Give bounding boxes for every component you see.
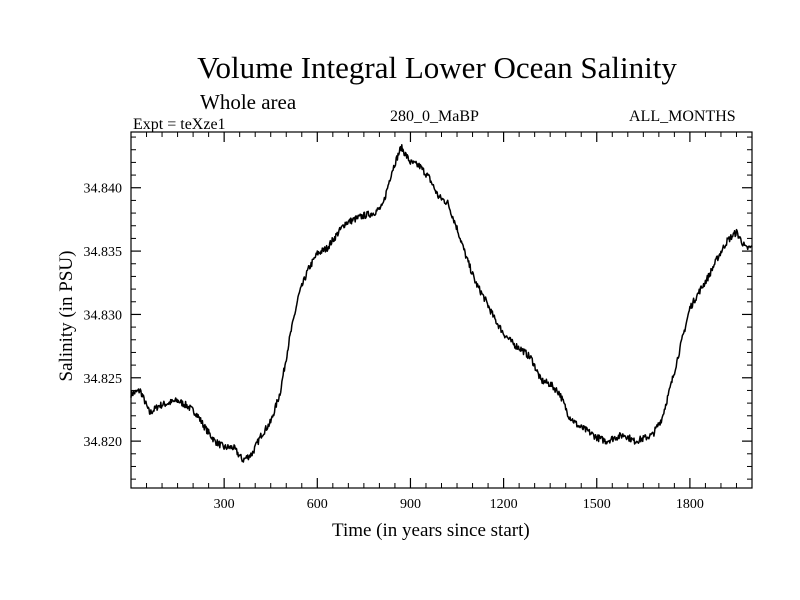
period-label: 280_0_MaBP: [390, 108, 479, 125]
chart-subtitle: Whole area: [200, 90, 297, 114]
series-line-salinity: [130, 144, 753, 463]
x-tick-label: 300: [214, 497, 235, 512]
y-tick-label: 34.820: [84, 435, 123, 450]
x-tick-label: 1500: [583, 497, 611, 512]
y-tick-label: 34.830: [84, 308, 123, 323]
y-tick-label: 34.840: [84, 182, 123, 197]
y-tick-label: 34.825: [84, 372, 123, 387]
x-tick-label: 1800: [676, 497, 704, 512]
months-label: ALL_MONTHS: [629, 108, 736, 125]
x-tick-label: 600: [307, 497, 328, 512]
plot-frame: [130, 131, 753, 489]
y-tick-label: 34.835: [84, 245, 123, 260]
experiment-label: Expt = teXze1: [133, 116, 226, 133]
chart-title: Volume Integral Lower Ocean Salinity: [197, 50, 677, 85]
x-tick-label: 900: [400, 497, 421, 512]
x-axis-label: Time (in years since start): [332, 520, 530, 541]
x-tick-label: 1200: [490, 497, 518, 512]
